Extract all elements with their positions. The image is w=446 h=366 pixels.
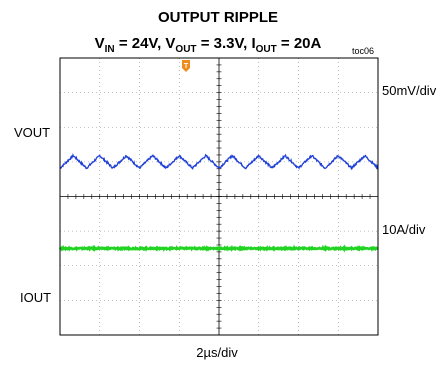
- chart-title: OUTPUT RIPPLE: [158, 9, 278, 26]
- x-axis-label: 2µs/div: [196, 345, 238, 360]
- vout-ground-label: VOUT: [14, 125, 50, 140]
- svg-text:T: T: [184, 63, 189, 70]
- scope-grid: [59, 57, 379, 336]
- vout-scale-label: 50mV/div: [382, 83, 437, 98]
- iout-trace: [59, 244, 379, 253]
- scope-traces: [59, 152, 379, 253]
- iout-ground-label: IOUT: [20, 290, 51, 305]
- vout-trace: [59, 152, 379, 171]
- chart-subtitle: VIN = 24V, VOUT = 3.3V, IOUT = 20A: [95, 35, 322, 55]
- trigger-marker: T: [182, 60, 190, 72]
- figure-tag: toc06: [352, 46, 374, 56]
- iout-scale-label: 10A/div: [382, 222, 426, 237]
- plot-frame: [59, 57, 379, 336]
